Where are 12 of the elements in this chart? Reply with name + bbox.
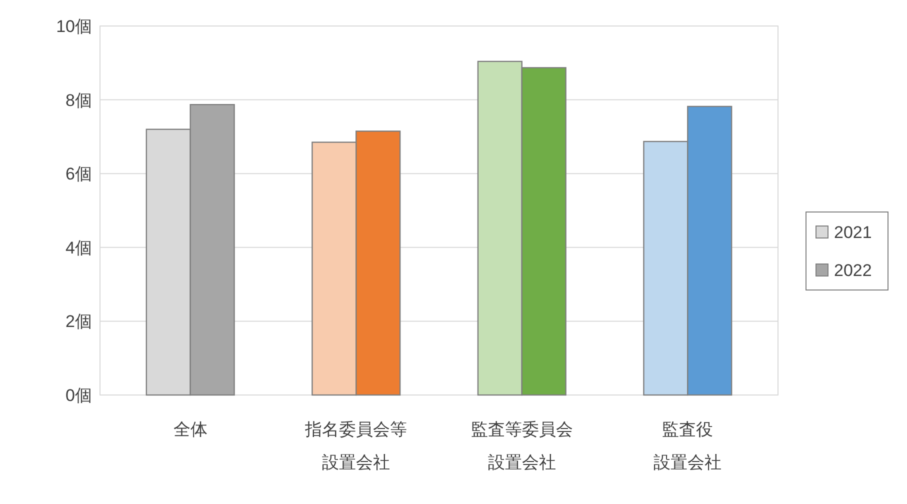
y-tick-label: 2個 [66, 312, 92, 332]
y-tick-label: 6個 [66, 164, 92, 184]
y-tick-label: 10個 [56, 16, 92, 36]
y-tick-label: 4個 [66, 238, 92, 258]
x-tick-label: 監査役設置会社 [654, 420, 722, 472]
x-tick-label: 監査等委員会設置会社 [470, 420, 573, 472]
y-tick-label: 0個 [66, 386, 92, 405]
x-tick-label: 指名委員会等設置会社 [304, 420, 408, 472]
y-tick-label: 8個 [66, 90, 92, 110]
legend-label: 2021 [834, 222, 872, 242]
x-tick-label: 全体 [173, 420, 208, 439]
legend-label: 2022 [834, 260, 872, 280]
